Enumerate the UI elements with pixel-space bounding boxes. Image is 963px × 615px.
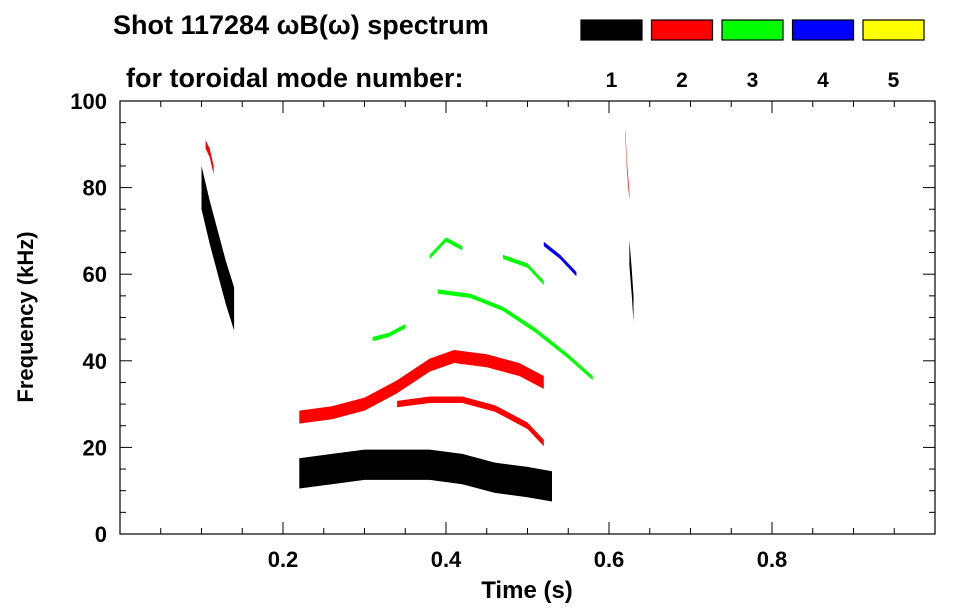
legend-swatch-mode-5 bbox=[862, 19, 925, 41]
y-tick-label: 80 bbox=[83, 176, 107, 201]
legend-swatch-mode-3 bbox=[721, 19, 784, 41]
data-marks bbox=[201, 127, 634, 502]
chart-title-line1: Shot 117284 ωB(ω) spectrum bbox=[113, 10, 489, 40]
legend-swatch-mode-2 bbox=[650, 19, 714, 41]
plot-area: 0.2 0.4 0.6 0.8 0 20 40 60 80 100 bbox=[70, 89, 936, 572]
x-tick-label: 0.6 bbox=[594, 547, 625, 572]
x-axis-label: Time (s) bbox=[481, 577, 573, 604]
x-tick-label: 0.4 bbox=[431, 547, 462, 572]
legend-swatch-mode-1 bbox=[580, 19, 643, 41]
spectrum-band-mode-2 bbox=[205, 140, 214, 175]
spectrum-band-mode-1 bbox=[201, 165, 235, 331]
chart-title-line2: for toroidal mode number: bbox=[126, 63, 464, 93]
y-tick-label: 40 bbox=[83, 349, 107, 374]
spectrum-band-mode-3 bbox=[429, 237, 463, 259]
spectrum-band-mode-1 bbox=[299, 449, 552, 502]
y-tick-label: 100 bbox=[70, 89, 107, 114]
y-tick-label: 60 bbox=[83, 262, 107, 287]
legend-swatch-mode-4 bbox=[791, 19, 855, 41]
legend-label-mode-2: 2 bbox=[676, 69, 688, 92]
x-tick-labels: 0.2 0.4 0.6 0.8 bbox=[268, 547, 788, 572]
axis-ticks bbox=[120, 100, 935, 535]
legend-label-mode-5: 5 bbox=[888, 69, 900, 92]
y-axis-label: Frequency (kHz) bbox=[13, 231, 38, 402]
x-tick-label: 0.2 bbox=[268, 547, 299, 572]
spectrum-band-mode-2 bbox=[625, 127, 630, 201]
y-tick-label: 0 bbox=[95, 522, 107, 547]
spectrum-band-mode-1 bbox=[629, 239, 634, 322]
y-tick-labels: 0 20 40 60 80 100 bbox=[70, 89, 107, 547]
spectrum-band-mode-3 bbox=[372, 324, 406, 342]
legend: 1 2 3 4 5 bbox=[580, 19, 925, 92]
spectrum-band-mode-4 bbox=[543, 241, 577, 277]
x-tick-label: 0.8 bbox=[757, 547, 788, 572]
legend-label-mode-3: 3 bbox=[747, 69, 759, 92]
spectrum-band-mode-2 bbox=[397, 396, 544, 447]
legend-label-mode-4: 4 bbox=[817, 69, 829, 92]
spectrum-band-mode-2 bbox=[299, 350, 544, 424]
y-tick-label: 20 bbox=[83, 435, 107, 460]
spectrum-band-mode-3 bbox=[503, 254, 544, 285]
legend-label-mode-1: 1 bbox=[606, 69, 618, 92]
